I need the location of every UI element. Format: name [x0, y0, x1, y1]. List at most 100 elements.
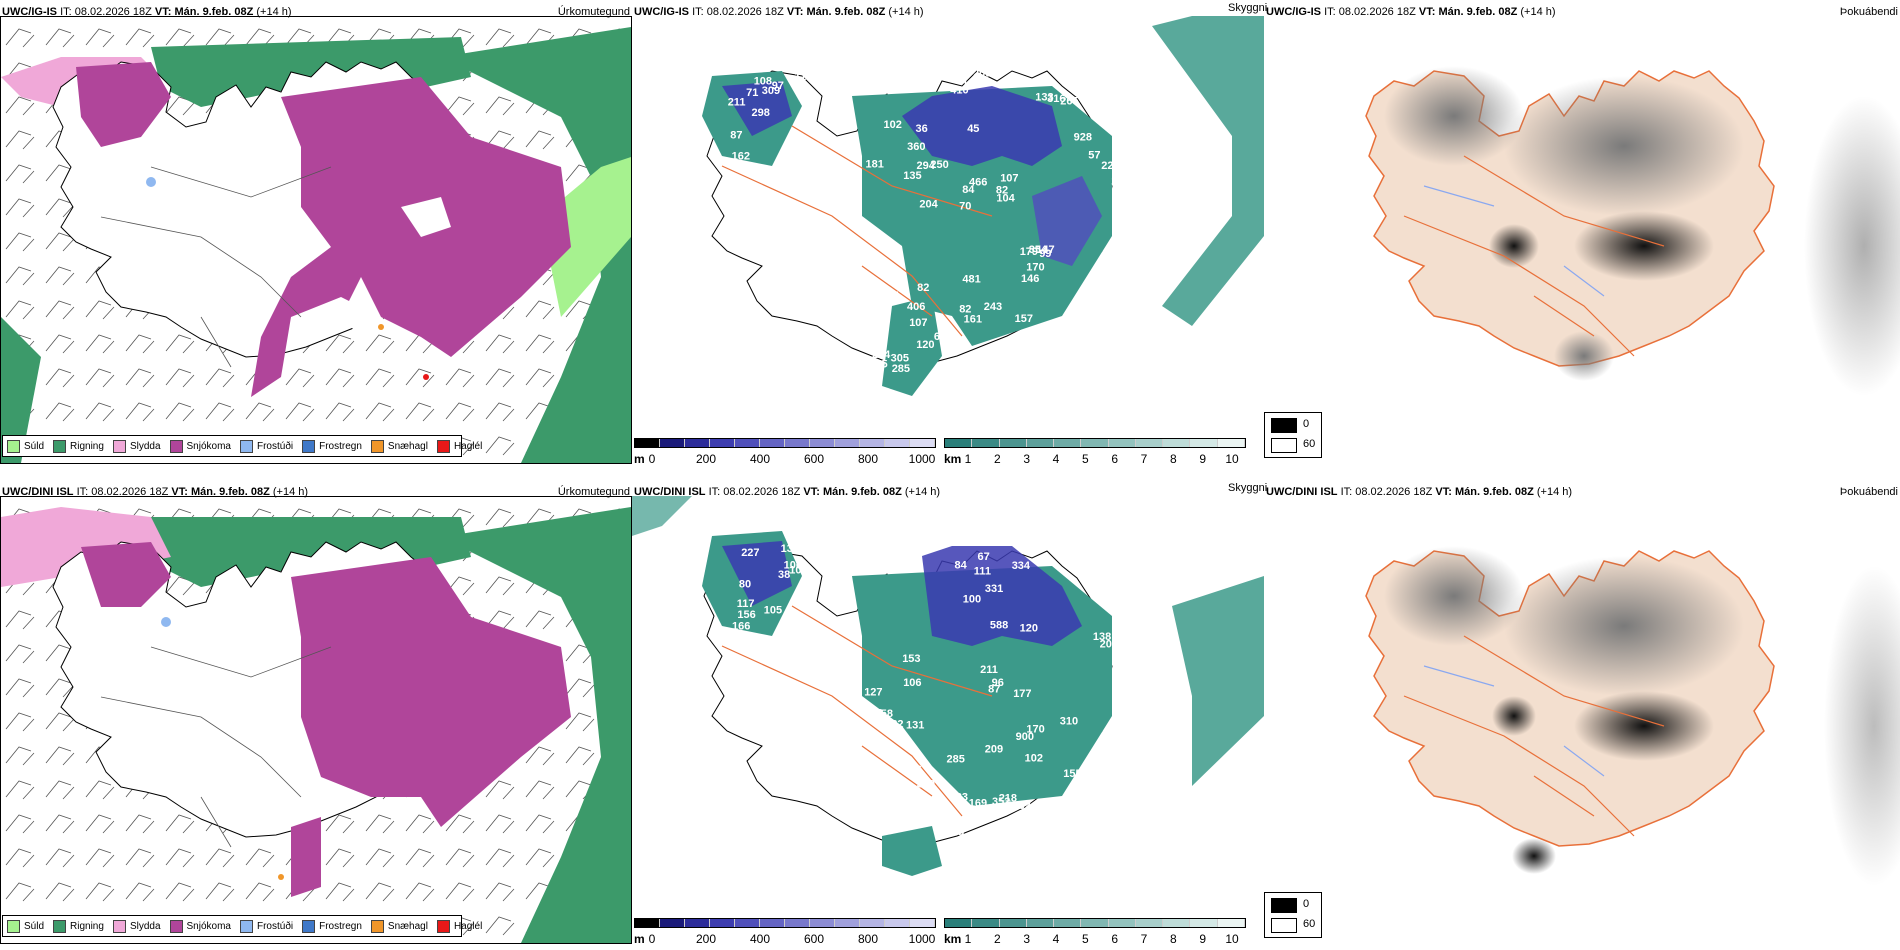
visibility-colorbar: km 1 2 3 4 5 6 7 8 9 10 — [944, 438, 1246, 470]
peak-elevation-label: 38 — [778, 569, 790, 581]
peak-elevation-label: 334 — [1012, 560, 1031, 572]
panel-header: UWC/IG-IS IT: 08.02.2026 18Z VT: Mán. 9.… — [1266, 6, 1556, 18]
legend-item: Rigning — [53, 919, 104, 933]
peak-elevation-label: 466 — [969, 176, 987, 188]
panel-header: UWC/DINI ISL IT: 08.02.2026 18Z VT: Mán.… — [634, 486, 941, 498]
peak-elevation-label: 96 — [869, 316, 881, 328]
fog-legend-low: 0 — [1303, 418, 1310, 430]
colorbar-tick-label: 9 — [1199, 932, 1206, 946]
legend-item: Slydda — [112, 439, 161, 453]
peak-elevation-label: 87 — [730, 129, 742, 141]
legend-item: Snjókoma — [169, 439, 231, 453]
colorbar-cell — [1135, 439, 1164, 447]
peak-elevation-label: 155 — [1063, 768, 1081, 780]
peak-elevation-label: 209 — [973, 68, 991, 80]
colorbar-cell — [1217, 919, 1245, 927]
peak-elevation-label: 147 — [1036, 244, 1054, 256]
peak-elevation-label: 106 — [903, 677, 921, 689]
peak-elevation-label: 194 — [881, 290, 900, 302]
peak-elevation-label: 157 — [1015, 313, 1033, 325]
peak-elevation-label: 349 — [917, 779, 935, 791]
peak-elevation-label: 162 — [1012, 800, 1030, 812]
peak-elevation-label: 70 — [959, 201, 971, 213]
peak-elevation-label: 97 — [869, 330, 881, 342]
colorbar-cell — [710, 439, 735, 447]
peak-elevation-label: 71 — [746, 87, 758, 99]
legend-swatch — [112, 439, 126, 453]
fog-legend-high: 60 — [1303, 438, 1316, 450]
precip-legend: Súld Rigning Slydda Snjókoma Frostúði Fr… — [2, 435, 482, 457]
precip-type-panel: UWC/DINI ISL IT: 08.02.2026 18Z VT: Mán.… — [0, 480, 632, 950]
colorbar-tick-label: 1000 — [908, 932, 936, 946]
peak-elevation-label: 928 — [1074, 131, 1092, 143]
colorbar-tick-label: 400 — [749, 452, 771, 466]
colorbar-tick-label: 7 — [1140, 452, 1148, 466]
fog-legend: 0 60 — [1264, 412, 1322, 458]
legend-swatch — [239, 439, 253, 453]
legend-swatch — [302, 919, 316, 933]
peak-elevation-label: 145 — [946, 826, 964, 838]
colorbar-cell — [660, 919, 685, 927]
legend-swatch — [370, 439, 384, 453]
panel-title: Þokuábendi — [1839, 6, 1898, 18]
peak-elevation-label: 224 — [872, 349, 891, 361]
colorbar-cell — [945, 919, 973, 927]
peak-elevation-label: 206 — [1100, 638, 1118, 650]
peak-elevation-label: 588 — [990, 620, 1008, 632]
visibility-map: 166 134 227 106 105 80 117 156 102 38 58 67 102 87 111… — [632, 496, 1264, 916]
peak-elevation-label: 120 — [1020, 622, 1038, 634]
colorbar-cell — [685, 439, 710, 447]
colorbar-cell — [1163, 439, 1191, 447]
peak-elevation-label: 133 — [962, 79, 980, 91]
peak-elevation-label: 80 — [739, 578, 751, 590]
panel-header: UWC/DINI ISL IT: 08.02.2026 18Z VT: Mán.… — [2, 486, 309, 498]
fog-legend-swatch-high — [1271, 438, 1297, 453]
peak-elevation-label: 102 — [789, 564, 807, 576]
colorbar-cell — [635, 919, 660, 927]
peak-elevation-label: 218 — [999, 793, 1017, 805]
colorbar-tick-label: 4 — [1052, 932, 1060, 946]
peak-elevation-label: 360 — [907, 141, 925, 153]
forecast-row-ig-is: UWC/IG-IS IT: 08.02.2026 18Z VT: Mán. 9.… — [0, 0, 1900, 470]
peak-elevation-label: 243 — [984, 301, 1002, 313]
peak-elevation-label: 209 — [985, 743, 1003, 755]
legend-item: Frostúði — [239, 919, 293, 933]
legend-swatch — [112, 919, 126, 933]
colorbar-cell — [1108, 439, 1136, 447]
peak-elevation-label: 45 — [967, 123, 979, 135]
peak-elevation-label: 211 — [728, 96, 746, 108]
peak-elevation-label: 204 — [919, 199, 938, 211]
colorbar-tick-label: 1 — [964, 932, 972, 946]
peak-elevation-label: 900 — [1016, 731, 1034, 743]
peak-elevation-label: 99 — [1039, 248, 1051, 260]
peak-elevation-label: 108 — [754, 75, 772, 87]
peak-elevation-label: 406 — [907, 301, 925, 313]
legend-swatch — [302, 439, 316, 453]
colorbar-tick-label: 800 — [857, 452, 879, 466]
peak-elevation-label: 58 — [881, 708, 893, 720]
peak-elevation-label: 177 — [1013, 688, 1031, 700]
colorbar-tick-label: 3 — [1023, 452, 1030, 466]
peak-elevation-label: 97 — [772, 80, 784, 92]
colorbar-cell — [635, 439, 660, 447]
colorbar-cell — [1026, 439, 1055, 447]
legend-swatch — [7, 439, 20, 453]
colorbar-tick-label: 1000 — [908, 452, 936, 466]
legend-item: Snæhagl — [370, 439, 428, 453]
peak-elevation-label: 156 — [737, 609, 755, 621]
peak-elevation-label: 115 — [870, 358, 888, 370]
peak-elevation-label: 298 — [752, 107, 770, 119]
peak-elevation-label: 331 — [985, 583, 1003, 595]
model-name: UWC/DINI ISL — [2, 486, 74, 498]
peak-elevation-label: 149 — [1006, 78, 1024, 90]
peak-elevation-label: 138 — [1093, 631, 1111, 643]
peak-elevation-label: 179 — [1020, 246, 1038, 258]
peak-elevation-label: 87 — [988, 684, 1000, 696]
colorbar-cell — [1190, 439, 1218, 447]
precip-legend: Súld Rigning Slydda Snjókoma Frostúði Fr… — [2, 915, 482, 937]
fog-legend-swatch-low — [1271, 898, 1297, 913]
panel-title: Þokuábendi — [1839, 486, 1898, 498]
panel-title: Skyggni — [1228, 482, 1268, 494]
fog-index-panel: UWC/DINI ISL IT: 08.02.2026 18Z VT: Mán.… — [1264, 480, 1900, 950]
panel-title: Úrkomutegund — [557, 6, 630, 18]
